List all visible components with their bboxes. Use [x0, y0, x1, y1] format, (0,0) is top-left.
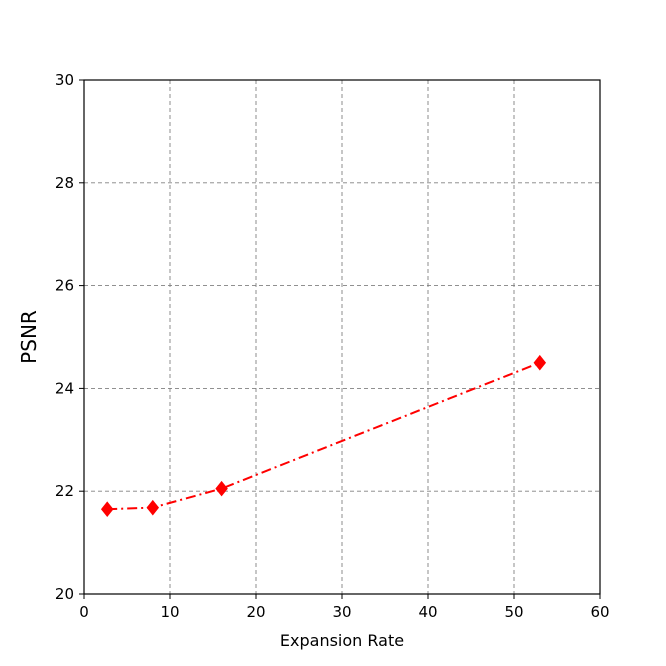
- x-tick-label: 0: [79, 603, 89, 621]
- x-tick-label: 30: [332, 603, 351, 621]
- y-axis-label: PSNR: [17, 310, 41, 364]
- x-tick-label: 50: [504, 603, 523, 621]
- series-line: [107, 361, 541, 511]
- grid: [84, 80, 600, 594]
- y-tick-label: 28: [55, 174, 74, 192]
- x-tick-label: 60: [590, 603, 609, 621]
- x-tick-label: 40: [418, 603, 437, 621]
- y-tick-label: 22: [55, 482, 74, 500]
- y-tick-label: 26: [55, 277, 74, 295]
- y-tick-label: 24: [55, 379, 74, 397]
- x-tick-label: 20: [246, 603, 265, 621]
- y-tick-label: 30: [55, 71, 74, 89]
- data-point-marker: [100, 501, 114, 517]
- data-point-marker: [146, 499, 160, 516]
- data-point-marker: [215, 480, 228, 497]
- x-tick-label: 10: [160, 603, 179, 621]
- axis-ticks: 0 10 20 30 40 50 60 20 22 24 26 28 30: [55, 71, 610, 621]
- y-tick-label: 20: [55, 585, 74, 603]
- x-axis-label: Expansion Rate: [280, 631, 404, 650]
- data-point-marker: [533, 354, 547, 371]
- series-layer: [100, 354, 547, 517]
